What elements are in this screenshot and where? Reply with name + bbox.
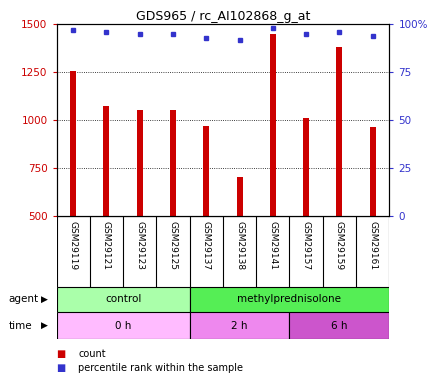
Text: GSM29161: GSM29161 [367,221,376,270]
Text: GSM29157: GSM29157 [301,221,310,270]
Text: control: control [105,294,141,304]
Text: ▶: ▶ [41,295,48,304]
Bar [369,127,375,216]
Text: agent: agent [9,294,39,304]
Text: time: time [9,321,32,331]
Title: GDS965 / rc_AI102868_g_at: GDS965 / rc_AI102868_g_at [135,10,309,23]
Text: 0 h: 0 h [115,321,131,331]
Text: GSM29137: GSM29137 [201,221,210,270]
Bar [103,106,109,216]
Text: methylprednisolone: methylprednisolone [237,294,341,304]
Text: 6 h: 6 h [330,321,347,331]
Text: GSM29138: GSM29138 [234,221,243,270]
Text: GSM29123: GSM29123 [135,221,144,270]
Text: count: count [78,350,106,359]
Text: ▶: ▶ [41,321,48,330]
Text: GSM29119: GSM29119 [69,221,78,270]
Bar [236,177,242,216]
Text: GSM29159: GSM29159 [334,221,343,270]
Bar [203,126,209,216]
Bar [70,71,76,216]
Bar [189,312,289,339]
Bar [302,118,309,216]
Text: GSM29125: GSM29125 [168,221,177,270]
Bar [289,312,388,339]
Text: ■: ■ [56,363,66,373]
Bar [189,287,388,312]
Bar [335,47,342,216]
Bar [136,110,142,216]
Text: ■: ■ [56,350,66,359]
Bar [269,34,275,216]
Text: percentile rank within the sample: percentile rank within the sample [78,363,243,373]
Bar [56,287,189,312]
Text: GSM29141: GSM29141 [268,221,277,270]
Bar [170,110,176,216]
Text: 2 h: 2 h [231,321,247,331]
Text: GSM29121: GSM29121 [102,221,111,270]
Bar [56,312,189,339]
